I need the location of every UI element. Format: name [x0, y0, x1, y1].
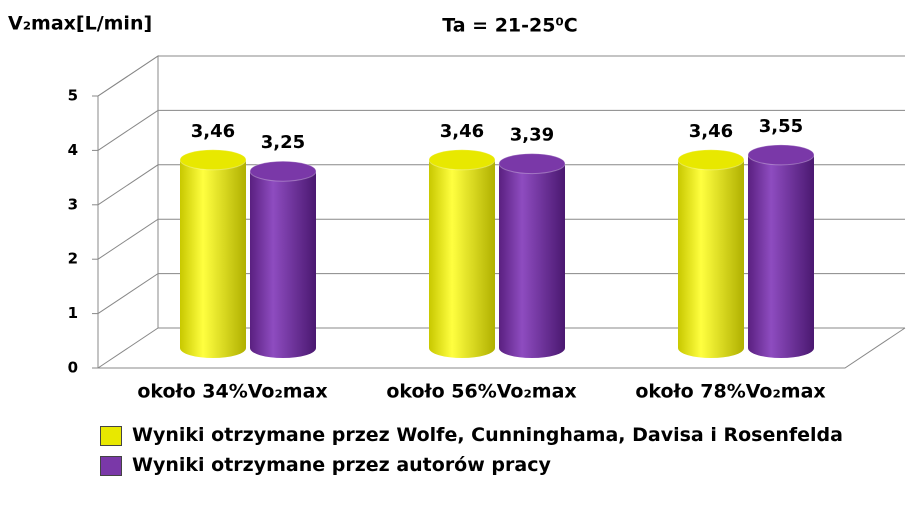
bar: [499, 163, 565, 358]
grid-line: [97, 218, 905, 260]
bar-top: [428, 149, 496, 171]
data-label: 3,39: [510, 125, 554, 146]
bar-top: [498, 153, 566, 175]
grid-line: [97, 273, 905, 315]
bar-top: [249, 160, 317, 182]
data-label: 3,46: [440, 121, 484, 142]
bar-top: [677, 149, 745, 171]
data-label: 3,46: [191, 121, 235, 142]
y-tick-label: 1: [68, 304, 78, 322]
x-tick-label: około 56%Vo₂max: [386, 381, 576, 403]
bar: [678, 159, 744, 358]
data-label: 3,46: [689, 121, 733, 142]
bar: [429, 159, 495, 358]
legend-item: Wyniki otrzymane przez autorów pracy: [100, 450, 910, 480]
legend-swatch: [100, 456, 122, 476]
grid-line: [97, 55, 905, 97]
legend: Wyniki otrzymane przez Wolfe, Cunningham…: [100, 420, 910, 480]
y-tick-label: 0: [68, 359, 78, 377]
chart: V₂max[L/min] Ta = 21-25⁰C 0 1 2 3 4 5 około 34…: [8, 13, 906, 403]
legend-label: Wyniki otrzymane przez Wolfe, Cunningham…: [132, 424, 843, 446]
bar: [748, 154, 814, 358]
legend-label: Wyniki otrzymane przez autorów pracy: [132, 454, 551, 476]
bar-top: [179, 149, 247, 171]
legend-swatch: [100, 426, 122, 446]
back-wall: [97, 55, 159, 368]
x-tick-label: około 34%Vo₂max: [137, 381, 327, 403]
y-axis-label: V₂max[L/min]: [8, 13, 152, 35]
data-label: 3,55: [759, 116, 803, 137]
bar-top: [747, 144, 815, 166]
legend-item: Wyniki otrzymane przez Wolfe, Cunningham…: [100, 420, 910, 450]
y-tick-label: 5: [68, 87, 78, 105]
y-tick-label: 4: [68, 141, 78, 159]
data-label: 3,25: [261, 132, 305, 153]
grid-line: [97, 164, 905, 206]
floor: [98, 327, 906, 369]
y-tick-label: 3: [68, 195, 78, 213]
bar: [180, 159, 246, 358]
bar: [250, 171, 316, 358]
x-tick-label: około 78%Vo₂max: [635, 381, 825, 403]
y-tick-label: 2: [68, 250, 78, 268]
grid-line: [97, 327, 905, 369]
grid-line: [97, 109, 905, 151]
chart-title: Ta = 21-25⁰C: [442, 15, 578, 37]
